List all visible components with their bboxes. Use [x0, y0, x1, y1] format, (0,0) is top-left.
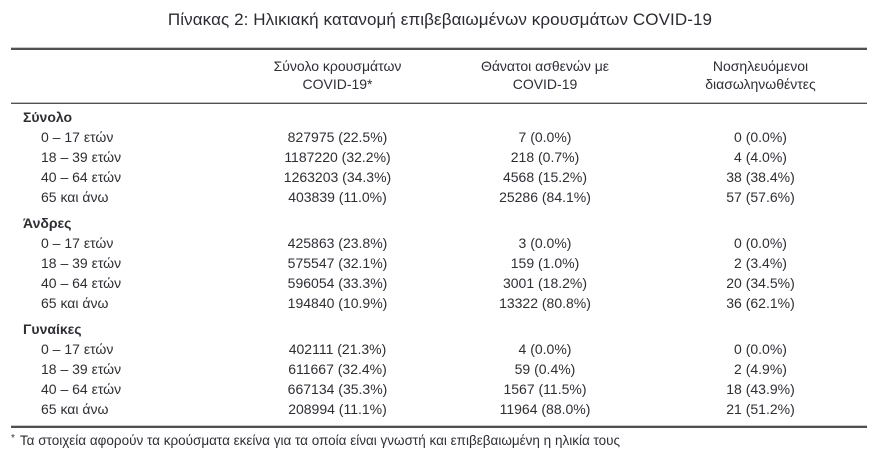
- table-row: 65 και άνω 194840 (10.9%) 13322 (80.8%) …: [11, 293, 867, 313]
- table-header-row: Σύνολο κρουσμάτων COVID-19* Θάνατοι ασθε…: [11, 50, 867, 102]
- column-header-deaths-line1: Θάνατοι ασθενών με: [480, 58, 610, 74]
- column-header-intubated-line2: διασωληνωθέντες: [705, 76, 816, 92]
- table-top-rule: [11, 47, 867, 50]
- intubated-value: 36 (62.1%): [726, 295, 795, 311]
- section-women: Γυναίκες 0 – 17 ετών 402111 (21.3%) 4 (0…: [11, 319, 867, 419]
- cases-value: 208994 (11.1%): [288, 401, 387, 417]
- age-label: 40 – 64 ετών: [41, 381, 122, 397]
- cases-value: 402111 (21.3%): [288, 341, 387, 357]
- intubated-value: 21 (51.2%): [726, 401, 795, 417]
- table-body: Σύνολο 0 – 17 ετών 827975 (22.5%) 7 (0.0…: [11, 104, 867, 425]
- table-row: 65 και άνω 403839 (11.0%) 25286 (84.1%) …: [11, 187, 867, 207]
- age-label: 18 – 39 ετών: [41, 361, 122, 377]
- footnote-text: Τα στοιχεία αφορούν τα κρούσματα εκείνα …: [19, 433, 621, 448]
- age-label: 18 – 39 ετών: [41, 149, 122, 165]
- intubated-value: 2 (3.4%): [734, 255, 787, 271]
- table-row: 18 – 39 ετών 575547 (32.1%) 159 (1.0%) 2…: [11, 253, 867, 273]
- deaths-value: 3 (0.0%): [518, 235, 572, 251]
- intubated-value: 18 (43.9%): [726, 381, 795, 397]
- deaths-value: 13322 (80.8%): [499, 295, 591, 311]
- column-header-deaths-line2: COVID-19: [512, 76, 578, 92]
- age-label: 40 – 64 ετών: [41, 275, 122, 291]
- cases-value: 425863 (23.8%): [287, 235, 388, 251]
- section-header-row: Σύνολο: [11, 107, 867, 127]
- age-label: 65 και άνω: [41, 189, 109, 205]
- age-label: 40 – 64 ετών: [41, 169, 122, 185]
- section-label: Άνδρες: [23, 215, 72, 231]
- table-row: 40 – 64 ετών 667134 (35.3%) 1567 (11.5%)…: [11, 379, 867, 399]
- intubated-value: 0 (0.0%): [734, 129, 787, 145]
- table-footnote: * Τα στοιχεία αφορούν τα κρούσματα εκείνα…: [11, 432, 867, 450]
- cases-value: 403839 (11.0%): [288, 189, 387, 205]
- table-title: Πίνακας 2: Ηλικιακή κατανομή επιβεβαιωμέ…: [167, 10, 713, 29]
- deaths-value: 3001 (18.2%): [502, 275, 588, 291]
- table-header-rule: [11, 102, 867, 104]
- cases-value: 611667 (32.4%): [288, 361, 387, 377]
- intubated-value: 4 (4.0%): [734, 149, 787, 165]
- intubated-value: 57 (57.6%): [726, 189, 795, 205]
- deaths-value: 4568 (15.2%): [502, 169, 588, 185]
- footnote-asterisk: *: [11, 433, 15, 444]
- deaths-value: 59 (0.4%): [514, 361, 576, 377]
- table-row: 18 – 39 ετών 611667 (32.4%) 59 (0.4%) 2 …: [11, 359, 867, 379]
- column-header-cases: Σύνολο κρουσμάτων COVID-19*: [239, 57, 436, 93]
- table-row: 0 – 17 ετών 425863 (23.8%) 3 (0.0%) 0 (0…: [11, 233, 867, 253]
- column-header-deaths: Θάνατοι ασθενών με COVID-19: [436, 57, 654, 93]
- section-header-row: Γυναίκες: [11, 319, 867, 339]
- table-bottom-rule: [11, 425, 867, 428]
- table-row: 40 – 64 ετών 596054 (33.3%) 3001 (18.2%)…: [11, 273, 867, 293]
- age-label: 65 και άνω: [41, 295, 109, 311]
- deaths-value: 25286 (84.1%): [499, 189, 591, 205]
- deaths-value: 218 (0.7%): [510, 149, 580, 165]
- section-label: Γυναίκες: [23, 321, 82, 337]
- deaths-value: 1567 (11.5%): [503, 381, 587, 397]
- deaths-value: 11964 (88.0%): [499, 401, 591, 417]
- covid-age-distribution-table: Σύνολο κρουσμάτων COVID-19* Θάνατοι ασθε…: [11, 47, 867, 428]
- cases-value: 827975 (22.5%): [287, 129, 388, 145]
- table-row: 65 και άνω 208994 (11.1%) 11964 (88.0%) …: [11, 399, 867, 419]
- column-header-intubated-line1: Νοσηλευόμενοι: [712, 58, 809, 74]
- deaths-value: 7 (0.0%): [518, 129, 572, 145]
- intubated-value: 0 (0.0%): [734, 341, 787, 357]
- table-row: 0 – 17 ετών 402111 (21.3%) 4 (0.0%) 0 (0…: [11, 339, 867, 359]
- section-men: Άνδρες 0 – 17 ετών 425863 (23.8%) 3 (0.0…: [11, 213, 867, 313]
- section-total: Σύνολο 0 – 17 ετών 827975 (22.5%) 7 (0.0…: [11, 107, 867, 207]
- intubated-value: 20 (34.5%): [726, 275, 795, 291]
- age-label: 0 – 17 ετών: [41, 129, 114, 145]
- cases-value: 1263203 (34.3%): [283, 169, 392, 185]
- cases-value: 667134 (35.3%): [287, 381, 388, 397]
- intubated-value: 2 (4.9%): [734, 361, 787, 377]
- table-row: 18 – 39 ετών 1187220 (32.2%) 218 (0.7%) …: [11, 147, 867, 167]
- column-header-cases-line1: Σύνολο κρουσμάτων: [273, 58, 402, 74]
- cases-value: 575547 (32.1%): [287, 255, 388, 271]
- intubated-value: 0 (0.0%): [734, 235, 787, 251]
- column-header-intubated: Νοσηλευόμενοι διασωληνωθέντες: [654, 57, 867, 93]
- section-header-row: Άνδρες: [11, 213, 867, 233]
- intubated-value: 38 (38.4%): [726, 169, 795, 185]
- cases-value: 596054 (33.3%): [287, 275, 388, 291]
- deaths-value: 159 (1.0%): [510, 255, 580, 271]
- age-label: 0 – 17 ετών: [41, 235, 114, 251]
- age-label: 18 – 39 ετών: [41, 255, 122, 271]
- column-header-cases-line2: COVID-19*: [302, 76, 373, 92]
- table-row: 0 – 17 ετών 827975 (22.5%) 7 (0.0%) 0 (0…: [11, 127, 867, 147]
- age-label: 0 – 17 ετών: [41, 341, 114, 357]
- age-label: 65 και άνω: [41, 401, 109, 417]
- table-row: 40 – 64 ετών 1263203 (34.3%) 4568 (15.2%…: [11, 167, 867, 187]
- section-label: Σύνολο: [23, 109, 73, 125]
- deaths-value: 4 (0.0%): [518, 341, 572, 357]
- cases-value: 1187220 (32.2%): [284, 149, 391, 165]
- cases-value: 194840 (10.9%): [287, 295, 388, 311]
